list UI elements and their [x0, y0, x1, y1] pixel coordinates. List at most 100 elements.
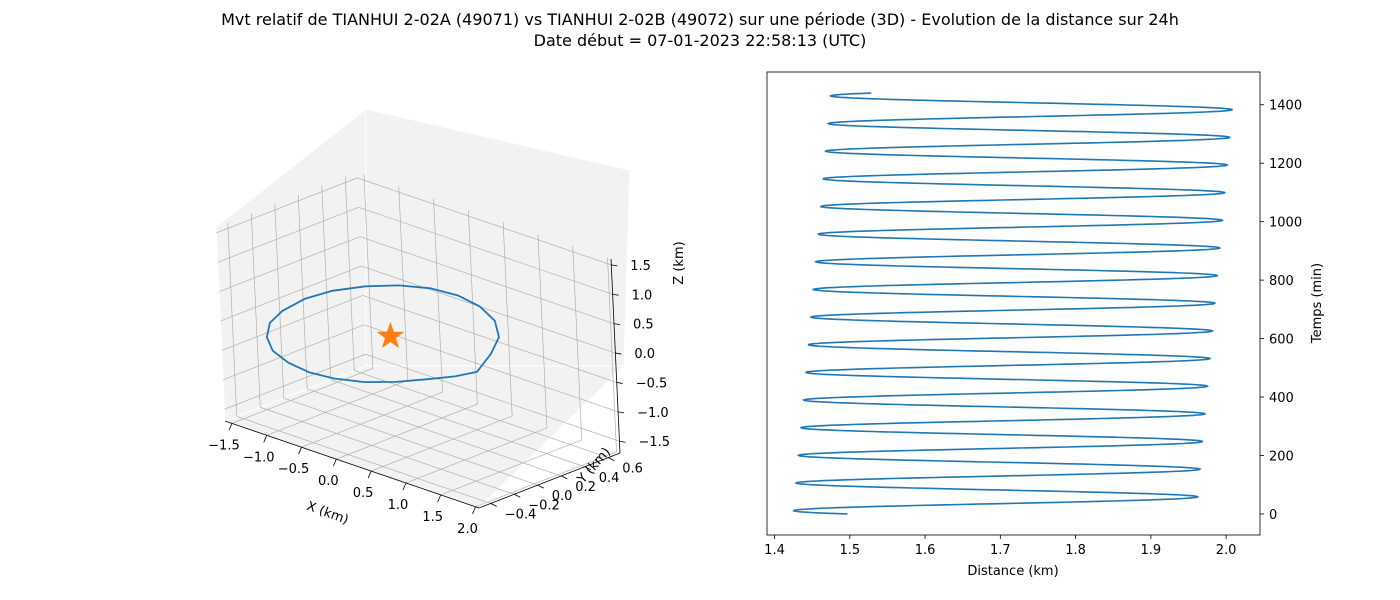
- y-tick-mark: [608, 457, 615, 461]
- grid-line-x: [572, 245, 583, 440]
- grid-line-y: [283, 397, 538, 486]
- y-tick-mark: [561, 475, 568, 480]
- z-tick-label: 1.0: [632, 288, 653, 303]
- plot-3d: −1.5−1.0−0.50.00.51.01.52.0−0.4−0.20.00.…: [208, 107, 687, 537]
- grid-line-z: [359, 236, 615, 324]
- x-tick-label: 1.8: [1065, 543, 1086, 558]
- grid-line-y: [354, 370, 609, 458]
- x-tick-label: 2.0: [457, 522, 478, 537]
- y-axis-line: [478, 452, 621, 509]
- grid-line-y: [297, 194, 308, 389]
- grid-line-x: [502, 222, 513, 417]
- grid-line-z: [220, 265, 362, 322]
- grid-line-y: [330, 379, 585, 468]
- z-tick-mark: [618, 411, 625, 414]
- y-axis-label: Temps (min): [1310, 263, 1325, 344]
- x-tick-mark: [332, 458, 337, 467]
- x-tick-label: −0.5: [278, 462, 310, 477]
- grid-line-z: [365, 353, 620, 442]
- y-tick-mark: [490, 503, 497, 507]
- y-tick-label: 0.2: [575, 480, 596, 495]
- grid-line-z: [224, 353, 366, 410]
- y-ticks: 0 200 400 600 800 1000 1200 1400: [1260, 99, 1302, 523]
- x-tick-mark: [298, 447, 302, 455]
- x-ticks: 1.4 1.5 1.6 1.7 1.8 1.9 2.0: [764, 535, 1236, 558]
- grid-line-y: [307, 388, 562, 477]
- grid-line-z: [358, 206, 613, 295]
- x-tick-label: 1.7: [990, 543, 1011, 558]
- z-tick-mark: [616, 382, 623, 384]
- x-tick-label: 1.6: [915, 543, 936, 558]
- grid-line-z: [221, 295, 363, 351]
- y-tick-label: 0.6: [622, 462, 643, 477]
- y-tick-label: 0.0: [552, 489, 573, 504]
- axes-frame: [766, 71, 1261, 536]
- grid-line-z: [357, 177, 612, 266]
- x-tick-label: 1.5: [839, 543, 860, 558]
- y-tick-label: 1400: [1269, 99, 1302, 114]
- grid-line-x: [405, 427, 548, 484]
- x-axis-label: Distance (km): [967, 564, 1058, 579]
- figure-subtitle: Date début = 07-01-2023 22:58:13 (UTC): [533, 31, 867, 50]
- x-tick-mark: [228, 423, 233, 431]
- y-tick-label: 1200: [1269, 157, 1302, 172]
- z-tick-label: −1.0: [637, 406, 669, 421]
- grid-line-x: [398, 186, 409, 381]
- grid-line-x: [433, 198, 443, 393]
- grid-line-z: [361, 265, 616, 354]
- z-tick-label: 1.5: [630, 259, 651, 274]
- x-tick-mark: [437, 494, 442, 503]
- y-tick-label: 400: [1269, 391, 1294, 406]
- grid-line-x: [301, 391, 443, 448]
- x-tick-label: 1.4: [764, 543, 785, 558]
- star-marker: [376, 321, 405, 349]
- y-tick-mark: [584, 466, 591, 471]
- axes-3d: [224, 258, 621, 509]
- z-tick-label: −0.5: [636, 376, 668, 391]
- x-axis-line: [224, 420, 480, 509]
- z-tick-mark: [619, 440, 626, 443]
- z-tick-mark: [615, 352, 622, 355]
- ticks-3d: −1.5−1.0−0.50.00.51.01.52.0−0.4−0.20.00.…: [208, 259, 670, 537]
- relative-orbit-line: [265, 284, 500, 384]
- x-axis-label: X (km): [305, 499, 351, 528]
- grid-line-y: [274, 204, 285, 399]
- z-tick-label: −1.5: [638, 435, 670, 450]
- y-tick-mark: [514, 493, 521, 498]
- x-tick-label: 2.0: [1216, 543, 1237, 558]
- x-tick-label: 1.0: [388, 498, 409, 513]
- y-tick-label: −0.2: [528, 498, 560, 513]
- x-tick-label: 0.5: [353, 486, 374, 501]
- plot-2d: 1.4 1.5 1.6 1.7 1.8 1.9 2.0 0 200 400 600 800 1000 1…: [764, 71, 1325, 579]
- x-tick-mark: [367, 470, 372, 479]
- y-tick-label: −0.4: [505, 507, 537, 522]
- x-tick-label: −1.0: [243, 450, 275, 465]
- z-tick-mark: [611, 264, 618, 267]
- y-tick-label: 600: [1269, 333, 1294, 348]
- z-axis-line: [610, 258, 621, 454]
- x-tick-label: 0.0: [318, 474, 339, 489]
- grid-3d: [216, 174, 620, 508]
- z-tick-label: 0.5: [633, 318, 654, 333]
- grid-line-x: [231, 368, 374, 424]
- grid-line-y: [321, 185, 332, 380]
- y-tick-label: 200: [1269, 449, 1294, 464]
- grid-line-z: [218, 236, 361, 292]
- y-tick-label: 1000: [1269, 216, 1302, 231]
- x-tick-mark: [402, 482, 407, 491]
- z-tick-mark: [613, 323, 621, 326]
- y-tick-label: 800: [1269, 274, 1294, 289]
- grid-line-y: [227, 222, 238, 417]
- distance-line: [792, 92, 1233, 515]
- x-tick-label: 1.9: [1141, 543, 1162, 558]
- grid-line-y: [260, 406, 515, 495]
- y-tick-label: 0: [1269, 508, 1277, 523]
- grid-line-z: [222, 324, 365, 381]
- grid-line-y: [250, 213, 261, 408]
- z-tick-mark: [612, 293, 619, 296]
- z-axis-label: Z (km): [672, 241, 687, 284]
- grid-line-z: [217, 206, 359, 263]
- figure-title: Mvt relatif de TIANHUI 2-02A (49071) vs …: [221, 10, 1179, 29]
- grid-line-x: [440, 439, 582, 496]
